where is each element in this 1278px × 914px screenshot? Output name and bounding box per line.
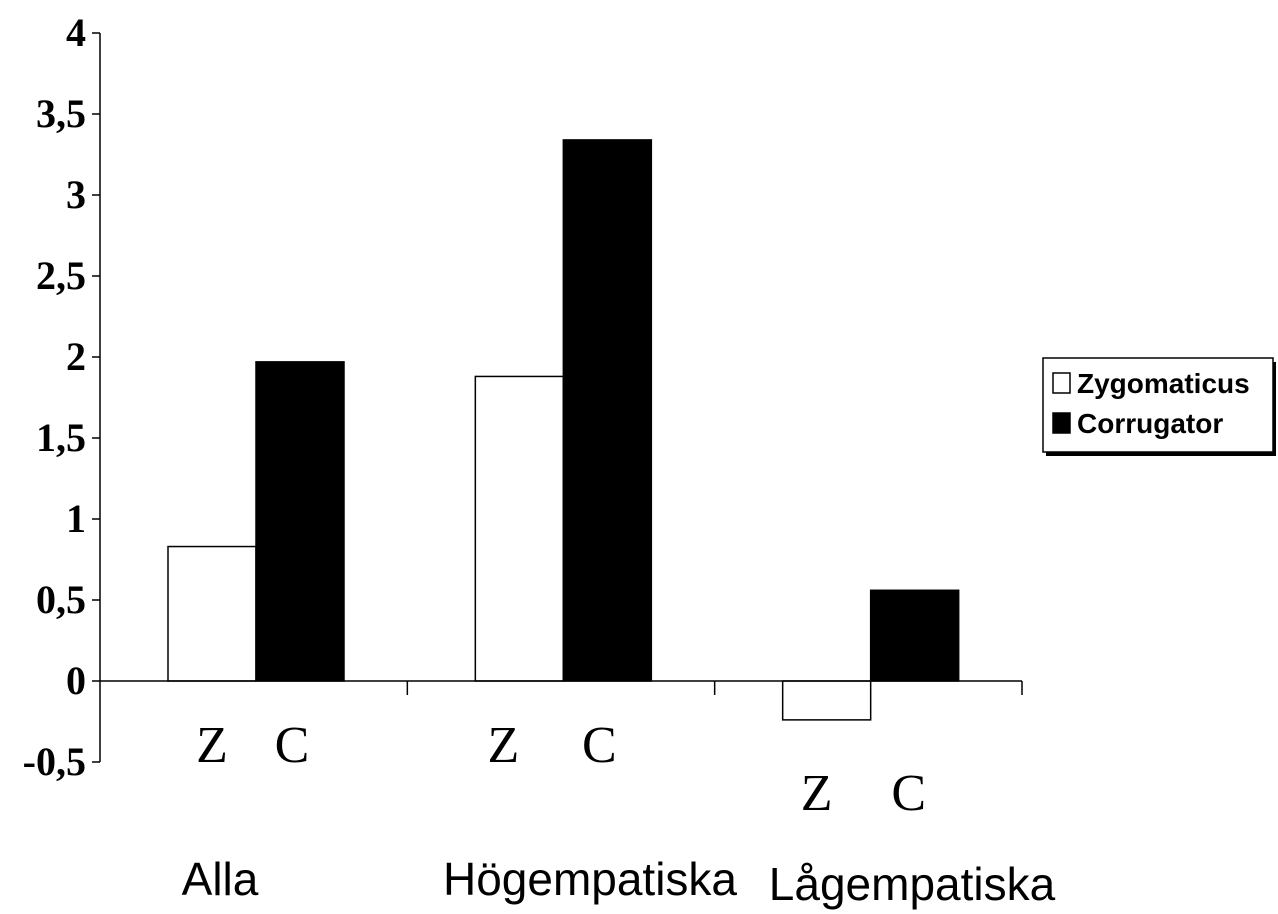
bar-zygomaticus-0 (167, 545, 257, 682)
y-tick-label: 1,5 (36, 415, 86, 460)
y-tick-label: 2,5 (36, 253, 86, 298)
y-axis: 4 3,5 3 2,5 2 1,5 1 0,5 0 -0,5 (23, 10, 101, 784)
y-tick-label: 2 (66, 334, 86, 379)
bar-zygomaticus-1 (474, 375, 565, 682)
bar-corrugator-2 (869, 589, 960, 682)
category-label: Lågempatiska (769, 858, 1056, 910)
bar-letter-zygomaticus: Z (196, 717, 228, 774)
legend: Zygomaticus Corrugator (1042, 357, 1276, 456)
y-tick-label: 4 (66, 10, 86, 55)
legend-label-zygomaticus: Zygomaticus (1077, 368, 1250, 399)
bar-letter-labels: Z C Z CZ C (196, 717, 926, 822)
y-tick-label: -0,5 (23, 739, 86, 784)
bar-corrugator-1 (562, 139, 653, 682)
bar-letter-zygomaticus: Z (487, 717, 519, 774)
bar-letter-corrugator: C (891, 765, 926, 822)
x-axis (100, 680, 1023, 695)
legend-swatch-zygomaticus (1052, 372, 1071, 394)
y-tick-label: 3 (66, 172, 86, 217)
legend-box (1042, 357, 1274, 453)
y-tick-label: 3,5 (36, 91, 86, 136)
category-labels: Alla Högempatiska Lågempatiska (182, 853, 1056, 910)
y-tick-label: 0 (66, 658, 86, 703)
bar-corrugator-0 (255, 361, 345, 682)
y-tick-label: 0,5 (36, 577, 86, 622)
bar-letter-zygomaticus: Z (801, 765, 833, 822)
bar-letter-corrugator: C (582, 717, 617, 774)
bars (167, 139, 960, 721)
category-label: Högempatiska (443, 853, 737, 905)
bar-zygomaticus-2 (781, 680, 872, 721)
category-label: Alla (182, 853, 259, 905)
legend-label-corrugator: Corrugator (1077, 408, 1223, 439)
bar-letter-corrugator: C (275, 717, 310, 774)
y-tick-label: 1 (66, 496, 86, 541)
legend-swatch-corrugator (1052, 412, 1071, 434)
